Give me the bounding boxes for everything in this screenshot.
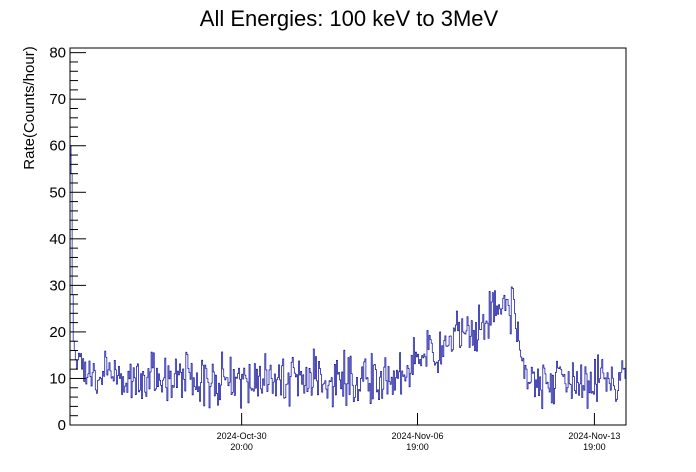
y-axis-label: Rate(Counts/hour) <box>21 46 38 169</box>
y-tick-label: 60 <box>49 138 66 155</box>
x-axis: 2024-Oct-3020:002024-Nov-0619:002024-Nov… <box>217 413 620 452</box>
series-layer <box>70 145 627 409</box>
x-tick-time: 19:00 <box>406 442 429 452</box>
series-line <box>70 145 627 409</box>
x-tick-time: 19:00 <box>583 442 606 452</box>
y-tick-label: 70 <box>49 91 66 108</box>
y-tick-label: 30 <box>49 277 66 294</box>
y-tick-label: 0 <box>58 417 66 434</box>
plot-frame <box>69 47 627 426</box>
y-tick-label: 40 <box>49 231 66 248</box>
y-tick-label: 50 <box>49 184 66 201</box>
x-tick-time: 20:00 <box>230 442 253 452</box>
x-tick-date: 2024-Nov-13 <box>568 431 620 441</box>
y-tick-label: 80 <box>49 45 66 62</box>
y-tick-label: 20 <box>49 324 66 341</box>
y-axis: 0 10 20 30 40 50 60 70 80 <box>49 45 86 434</box>
y-tick-label: 10 <box>49 370 66 387</box>
x-tick-date: 2024-Nov-06 <box>391 431 443 441</box>
chart-title: All Energies: 100 keV to 3MeV <box>200 6 499 31</box>
x-tick-date: 2024-Oct-30 <box>217 431 267 441</box>
